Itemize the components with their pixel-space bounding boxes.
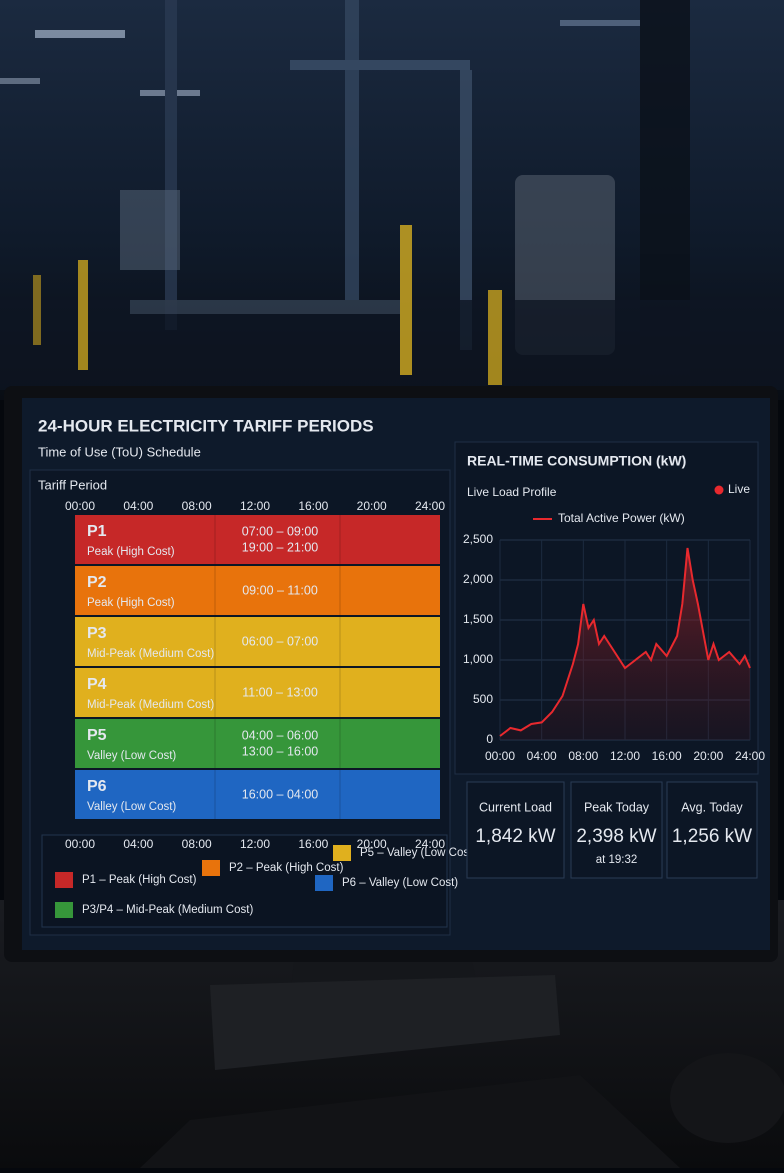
period-code: P3 (87, 625, 107, 642)
hour-label-top: 08:00 (182, 499, 212, 513)
series-line (499, 547, 751, 737)
period-row (75, 668, 440, 717)
period-time: 19:00 – 21:00 (242, 540, 319, 554)
legend-swatch (55, 902, 73, 918)
period-row (75, 770, 440, 819)
tariff-axis-label: Tariff Period (38, 477, 107, 492)
kpi-value: 1,256 kW (672, 826, 752, 847)
tariff-legend-box (41, 834, 448, 928)
kpi-label: Avg. Today (681, 800, 743, 814)
x-tick-label: 12:00 (610, 749, 640, 763)
x-tick-label: 20:00 (693, 749, 723, 763)
kpi-card (466, 781, 565, 879)
period-row (75, 515, 440, 564)
period-time: 07:00 – 09:00 (242, 524, 319, 538)
period-code: P2 (87, 574, 107, 591)
chart-subtitle: Live Load Profile (467, 485, 557, 499)
live-indicator (714, 485, 724, 495)
chart-title: REAL-TIME CONSUMPTION (kW) (467, 453, 686, 469)
hour-label-bottom: 04:00 (123, 837, 153, 851)
hour-label-bottom: 08:00 (182, 837, 212, 851)
legend-label: P2 – Peak (High Cost) (229, 862, 344, 874)
kpi-value: 1,842 kW (475, 826, 555, 847)
legend-swatch (202, 860, 220, 876)
legend-swatch (315, 875, 333, 891)
hour-label-top: 04:00 (123, 499, 153, 513)
live-label: Live (728, 482, 750, 496)
period-name: Peak (High Cost) (87, 597, 175, 609)
period-time: 09:00 – 11:00 (242, 583, 318, 597)
hour-label-bottom: 24:00 (415, 837, 445, 851)
legend-label: Total Active Power (kW) (558, 511, 685, 525)
kpi-value: 2,398 kW (576, 826, 656, 847)
monitor-base (210, 975, 560, 1070)
period-name: Peak (High Cost) (87, 546, 175, 558)
period-time: 11:00 – 13:00 (242, 685, 318, 699)
y-tick-label: 0 (486, 732, 493, 746)
legend-label: P1 – Peak (High Cost) (82, 874, 197, 886)
kpi-note: at 19:32 (596, 854, 638, 866)
x-tick-label: 08:00 (568, 749, 598, 763)
kpi-card (666, 781, 758, 879)
y-tick-label: 2,500 (463, 532, 493, 546)
hour-label-top: 12:00 (240, 499, 270, 513)
period-time: 13:00 – 16:00 (242, 744, 319, 758)
mouse (670, 1053, 784, 1143)
period-row (75, 566, 440, 615)
series-area (500, 548, 750, 740)
x-tick-label: 24:00 (735, 749, 765, 763)
y-tick-label: 500 (473, 692, 493, 706)
legend-label: P5 – Valley (Low Cost) (360, 847, 476, 859)
hour-label-top: 00:00 (65, 499, 95, 513)
period-row (75, 617, 440, 666)
y-tick-label: 1,000 (463, 652, 493, 666)
period-name: Mid-Peak (Medium Cost) (87, 648, 214, 660)
period-code: P5 (87, 727, 107, 744)
kpi-card (570, 781, 663, 879)
hour-label-top: 24:00 (415, 499, 445, 513)
tariff-title: 24-HOUR ELECTRICITY TARIFF PERIODS (38, 416, 374, 435)
period-row (75, 719, 440, 768)
hour-label-bottom: 20:00 (357, 837, 387, 851)
period-code: P1 (87, 523, 107, 540)
factory-details (0, 0, 784, 390)
kpi-label: Current Load (479, 800, 552, 814)
x-tick-label: 04:00 (527, 749, 557, 763)
kpi-label: Peak Today (584, 800, 650, 814)
x-tick-label: 16:00 (652, 749, 682, 763)
period-name: Mid-Peak (Medium Cost) (87, 699, 214, 711)
y-tick-label: 2,000 (463, 572, 493, 586)
hour-label-top: 20:00 (357, 499, 387, 513)
keyboard (140, 1075, 680, 1168)
period-code: P6 (87, 778, 107, 795)
period-name: Valley (Low Cost) (87, 801, 176, 813)
y-tick-label: 1,500 (463, 612, 493, 626)
legend-label: P6 – Valley (Low Cost) (342, 877, 458, 889)
period-time: 06:00 – 07:00 (242, 634, 319, 648)
hour-label-bottom: 00:00 (65, 837, 95, 851)
period-time: 16:00 – 04:00 (242, 787, 319, 801)
period-time: 04:00 – 06:00 (242, 728, 319, 742)
legend-swatch (55, 872, 73, 888)
hour-label-top: 16:00 (298, 499, 328, 513)
period-name: Valley (Low Cost) (87, 750, 176, 762)
legend-label: P3/P4 – Mid-Peak (Medium Cost) (82, 904, 253, 916)
legend-swatch (333, 845, 351, 861)
hour-label-bottom: 12:00 (240, 837, 270, 851)
period-code: P4 (87, 676, 107, 693)
hour-label-bottom: 16:00 (298, 837, 328, 851)
tariff-subtitle: Time of Use (ToU) Schedule (38, 444, 201, 459)
x-tick-label: 00:00 (485, 749, 515, 763)
